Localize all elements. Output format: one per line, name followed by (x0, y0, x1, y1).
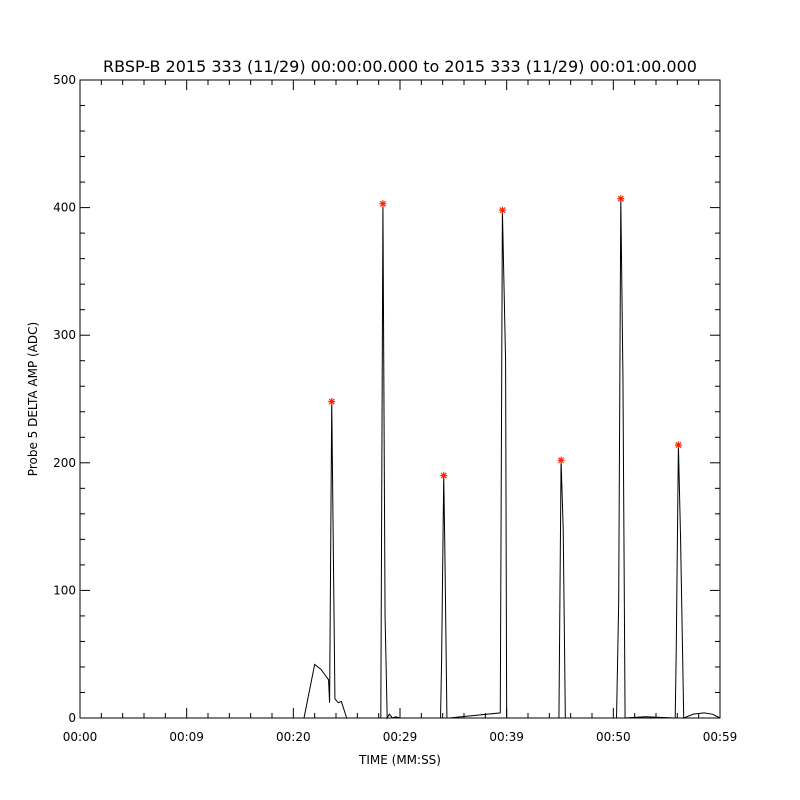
peak-marker (617, 195, 625, 203)
y-tick-label: 300 (53, 328, 76, 342)
peak-marker (440, 472, 448, 480)
x-tick-label: 00:00 (63, 730, 98, 744)
x-tick-label: 00:50 (596, 730, 631, 744)
y-tick-label: 100 (53, 583, 76, 597)
y-tick-label: 0 (68, 711, 76, 725)
y-axis-label: Probe 5 DELTA AMP (ADC) (26, 322, 40, 476)
x-tick-label: 00:09 (169, 730, 204, 744)
x-tick-label: 00:29 (383, 730, 418, 744)
chart-title: RBSP-B 2015 333 (11/29) 00:00:00.000 to … (103, 57, 697, 76)
series-layer (80, 198, 721, 720)
y-tick-label: 200 (53, 456, 76, 470)
peak-marker (379, 200, 387, 208)
x-axis-label: TIME (MM:SS) (358, 753, 441, 767)
peak-marker (498, 206, 506, 214)
axes: 0 100 200 300 400 500 00:00 00:09 00:20 00:29 00:3… (53, 73, 737, 744)
marker-layer (328, 195, 682, 480)
peak-marker (557, 456, 565, 464)
x-tick-label: 00:20 (276, 730, 311, 744)
series-line (80, 198, 721, 720)
x-tick-label: 00:39 (489, 730, 524, 744)
peak-marker (674, 441, 682, 449)
y-tick-label: 400 (53, 201, 76, 215)
y-tick-label: 500 (53, 73, 76, 87)
peak-marker (328, 398, 336, 406)
x-tick-label: 00:59 (703, 730, 738, 744)
